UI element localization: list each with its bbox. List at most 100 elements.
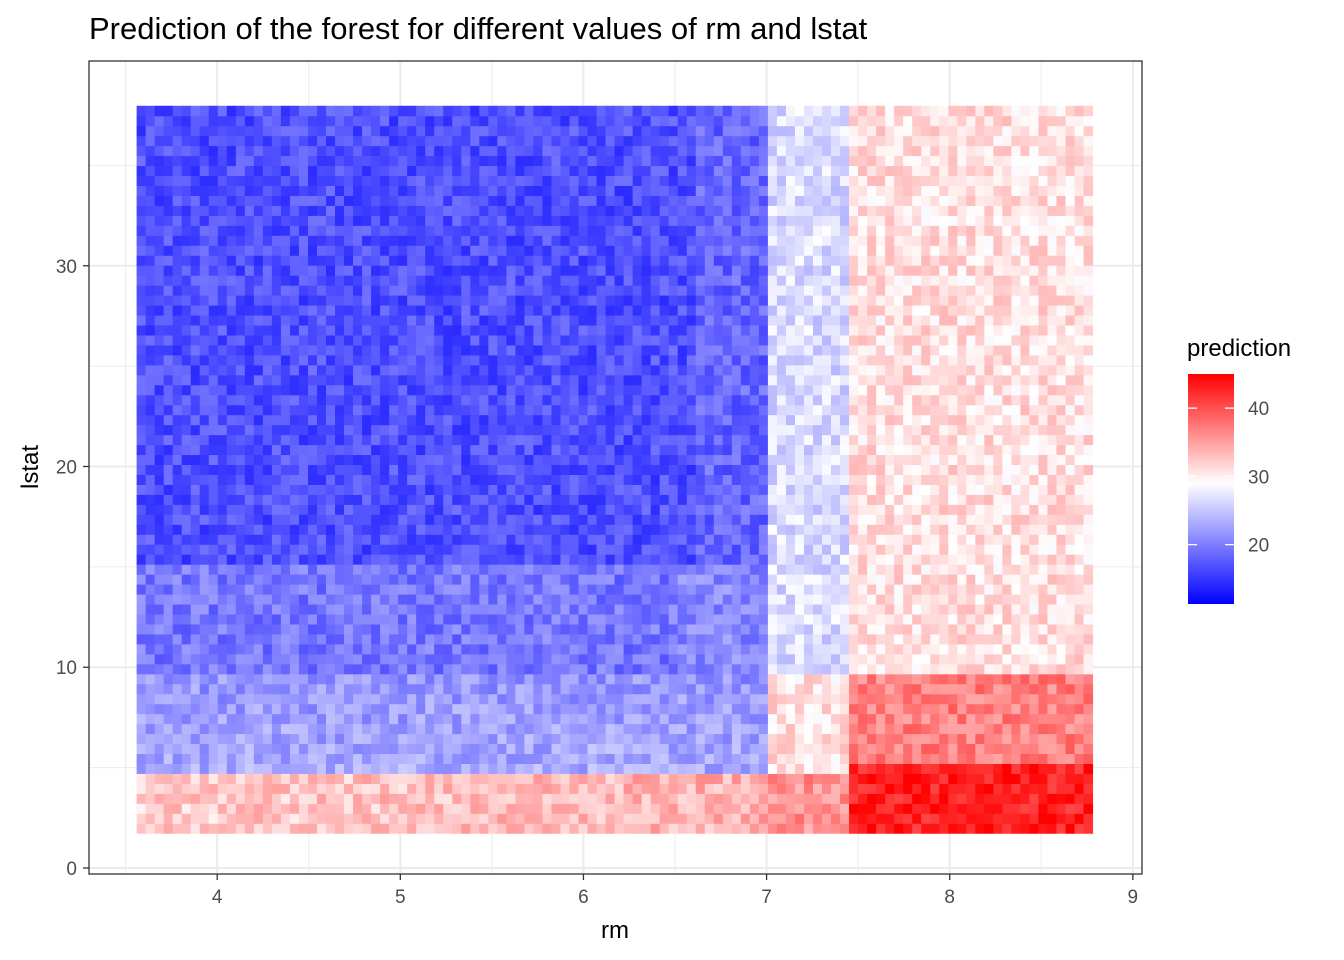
- heatmap-tile: [172, 584, 183, 595]
- heatmap-tile: [1083, 454, 1094, 466]
- heatmap-tile: [443, 823, 453, 834]
- heatmap-tile: [659, 594, 670, 605]
- heatmap-tile: [235, 663, 246, 675]
- heatmap-tile: [425, 564, 435, 575]
- heatmap-tile: [921, 514, 931, 525]
- heatmap-tile: [208, 574, 219, 585]
- heatmap-tile: [262, 564, 273, 575]
- heatmap-tile: [767, 604, 778, 615]
- heatmap-tile: [975, 773, 985, 784]
- heatmap-tile: [812, 484, 823, 495]
- heatmap-tile: [614, 454, 625, 466]
- heatmap-tile: [921, 484, 931, 495]
- heatmap-tile: [993, 544, 1003, 555]
- heatmap-tile: [1056, 594, 1066, 605]
- heatmap-tile: [921, 554, 931, 565]
- heatmap-tile: [831, 394, 841, 406]
- heatmap-tile: [650, 564, 661, 575]
- heatmap-tile: [758, 414, 769, 426]
- heatmap-tile: [1020, 653, 1030, 665]
- heatmap-tile: [623, 813, 634, 824]
- heatmap-tile: [894, 753, 904, 764]
- heatmap-tile: [966, 444, 976, 456]
- heatmap-tile: [479, 713, 489, 725]
- heatmap-tile: [1056, 464, 1066, 475]
- heatmap-tile: [298, 614, 309, 625]
- heatmap-tile: [822, 673, 832, 685]
- heatmap-tile: [1020, 633, 1030, 645]
- heatmap-tile: [930, 803, 940, 814]
- heatmap-tile: [785, 374, 796, 386]
- heatmap-tile: [226, 574, 237, 585]
- heatmap-tile: [1047, 584, 1057, 595]
- heatmap-tile: [831, 374, 841, 386]
- heatmap-tile: [993, 823, 1003, 834]
- heatmap-tile: [605, 783, 616, 794]
- heatmap-tile: [596, 374, 607, 386]
- heatmap-tile: [335, 813, 345, 824]
- heatmap-tile: [894, 504, 904, 515]
- heatmap-tile: [578, 743, 589, 755]
- heatmap-tile: [181, 723, 192, 735]
- heatmap-tile: [452, 444, 462, 456]
- heatmap-tile: [190, 703, 201, 715]
- heatmap-tile: [812, 763, 823, 774]
- heatmap-tile: [704, 464, 715, 475]
- heatmap-tile: [930, 643, 940, 655]
- heatmap-tile: [542, 733, 552, 745]
- heatmap-tile: [298, 404, 309, 416]
- heatmap-tile: [307, 663, 318, 675]
- heatmap-tile: [235, 454, 246, 466]
- heatmap-tile: [975, 404, 985, 416]
- heatmap-tile: [659, 783, 670, 794]
- heatmap-tile: [470, 514, 480, 525]
- heatmap-tile: [785, 633, 796, 645]
- heatmap-tile: [876, 733, 886, 745]
- heatmap-tile: [560, 464, 570, 475]
- heatmap-tile: [1029, 374, 1039, 386]
- heatmap-tile: [605, 444, 616, 456]
- heatmap-tile: [650, 514, 661, 525]
- heatmap-tile: [1083, 823, 1094, 834]
- heatmap-tile: [930, 703, 940, 715]
- heatmap-tile: [380, 454, 390, 466]
- heatmap-tile: [894, 454, 904, 466]
- heatmap-tile: [713, 524, 724, 535]
- heatmap-tile: [767, 643, 778, 655]
- heatmap-tile: [1074, 594, 1085, 605]
- heatmap-tile: [362, 504, 372, 515]
- heatmap-tile: [966, 813, 976, 824]
- heatmap-tile: [533, 803, 543, 814]
- heatmap-tile: [380, 663, 390, 675]
- heatmap-tile: [1065, 643, 1076, 655]
- heatmap-tile: [731, 464, 742, 475]
- heatmap-tile: [686, 494, 697, 505]
- heatmap-tile: [389, 484, 399, 495]
- heatmap-tile: [686, 534, 697, 545]
- heatmap-tile: [335, 753, 345, 764]
- heatmap-tile: [948, 633, 958, 645]
- heatmap-tile: [785, 414, 796, 426]
- heatmap-tile: [560, 723, 570, 735]
- heatmap-tile: [758, 793, 769, 804]
- heatmap-tile: [1056, 763, 1066, 774]
- heatmap-tile: [398, 474, 408, 485]
- heatmap-tile: [731, 514, 742, 525]
- heatmap-tile: [686, 394, 697, 406]
- heatmap-tile: [614, 574, 625, 585]
- heatmap-tile: [1056, 743, 1066, 755]
- heatmap-tile: [262, 733, 273, 745]
- heatmap-tile: [1056, 504, 1066, 515]
- heatmap-tile: [957, 633, 967, 645]
- heatmap-tile: [335, 743, 345, 755]
- heatmap-tile: [398, 643, 408, 655]
- heatmap-tile: [298, 693, 309, 705]
- heatmap-tile: [217, 554, 228, 565]
- heatmap-tile: [668, 823, 679, 834]
- heatmap-tile: [623, 803, 634, 814]
- heatmap-tile: [668, 534, 679, 545]
- heatmap-tile: [722, 633, 733, 645]
- heatmap-tile: [930, 653, 940, 665]
- heatmap-tile: [677, 793, 688, 804]
- heatmap-tile: [677, 723, 688, 735]
